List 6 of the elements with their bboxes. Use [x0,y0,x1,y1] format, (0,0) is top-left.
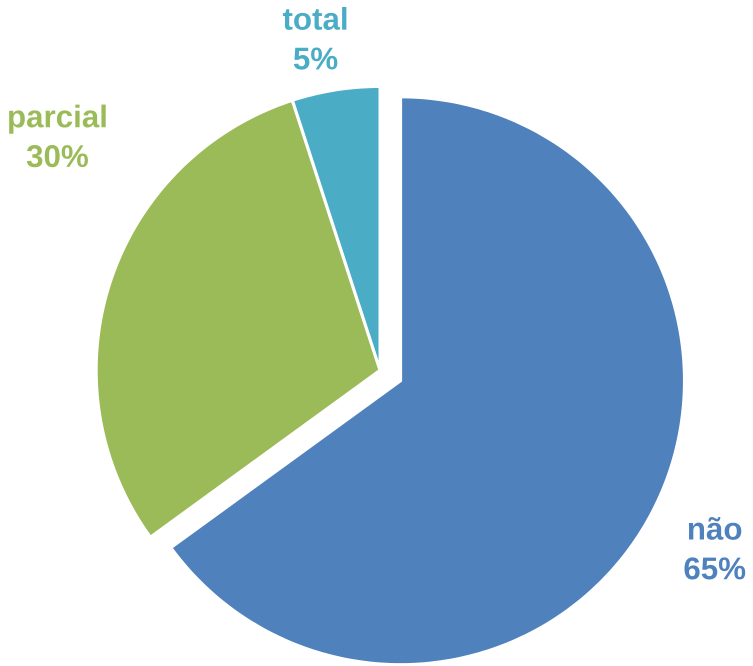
slice-label: não [688,516,742,540]
slice-label: parcial [9,104,106,134]
data-label: 30% [26,144,88,168]
data-label: 5% [294,47,338,70]
data-label: 65% [684,557,746,580]
slice-label: total [282,6,346,30]
